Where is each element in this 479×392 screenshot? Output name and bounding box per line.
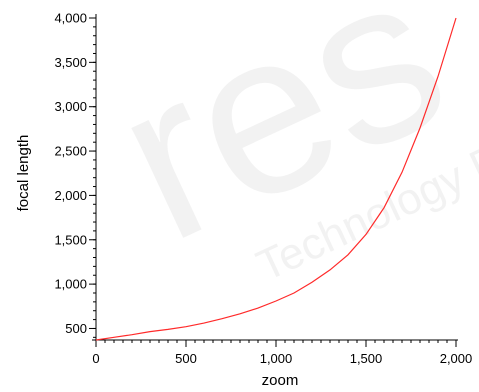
y-tick-label: 3,500	[54, 55, 87, 70]
y-tick-label: 2,000	[54, 188, 87, 203]
x-tick-label: 1,500	[350, 351, 383, 366]
watermark: res Technology Publications	[81, 0, 479, 291]
x-tick-label: 500	[175, 351, 197, 366]
x-tick-label: 1,000	[260, 351, 293, 366]
y-axis-title: focal length	[15, 135, 32, 212]
series-layer	[95, 17, 457, 341]
x-axis-ticks: 0 500 1,000 1,500 2,000	[92, 340, 472, 366]
y-tick-label: 500	[65, 321, 87, 336]
y-tick-label: 3,000	[54, 99, 87, 114]
x-tick-label: 0	[92, 351, 99, 366]
y-tick-label: 2,500	[54, 144, 87, 159]
x-tick-label: 2,000	[440, 351, 473, 366]
focal-length-series-line	[95, 17, 457, 341]
x-axis-title: zoom	[262, 372, 299, 387]
y-tick-label: 1,500	[54, 232, 87, 247]
y-tick-label: 4,000	[54, 11, 87, 26]
y-tick-label: 1,000	[54, 277, 87, 292]
